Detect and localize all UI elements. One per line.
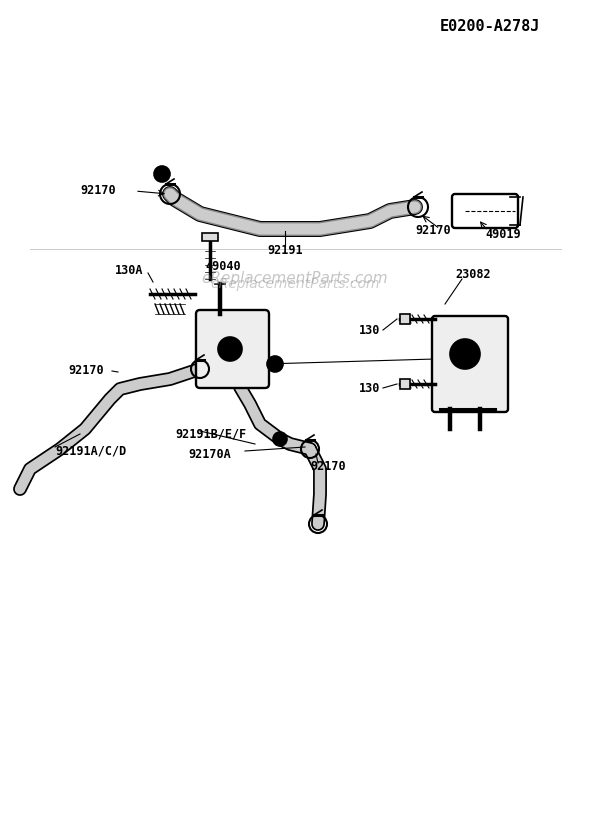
Bar [400, 379, 410, 389]
Circle shape [273, 432, 287, 446]
Circle shape [154, 166, 170, 182]
Circle shape [218, 337, 242, 361]
Text: 92191B/E/F: 92191B/E/F [175, 428, 246, 440]
Text: 49019: 49019 [485, 227, 520, 241]
Text: 130A: 130A [115, 264, 143, 278]
Text: 92191A/C/D: 92191A/C/D [55, 445, 126, 457]
Text: eReplacementParts.com: eReplacementParts.com [202, 272, 388, 286]
Text: A: A [159, 169, 165, 179]
Bar [202, 233, 218, 241]
FancyBboxPatch shape [432, 316, 508, 412]
Text: 92170A: 92170A [188, 447, 231, 461]
Text: 92170: 92170 [415, 225, 451, 237]
Circle shape [457, 346, 473, 362]
FancyBboxPatch shape [452, 194, 518, 228]
Text: 92191: 92191 [267, 244, 303, 258]
Text: 92170: 92170 [68, 364, 104, 378]
Text: 23082: 23082 [455, 268, 491, 280]
Text: 130: 130 [359, 325, 380, 337]
Bar [400, 314, 410, 324]
Text: E0200-A278J: E0200-A278J [440, 19, 540, 34]
FancyBboxPatch shape [196, 310, 269, 388]
Text: 130: 130 [359, 383, 380, 395]
Circle shape [267, 356, 283, 372]
Circle shape [450, 339, 480, 369]
Text: 49040: 49040 [205, 260, 241, 274]
Text: eReplacementParts.com: eReplacementParts.com [210, 277, 380, 291]
Text: 92170: 92170 [310, 460, 346, 472]
Text: 92170: 92170 [80, 185, 116, 197]
Circle shape [224, 343, 236, 355]
Text: A: A [272, 359, 278, 369]
